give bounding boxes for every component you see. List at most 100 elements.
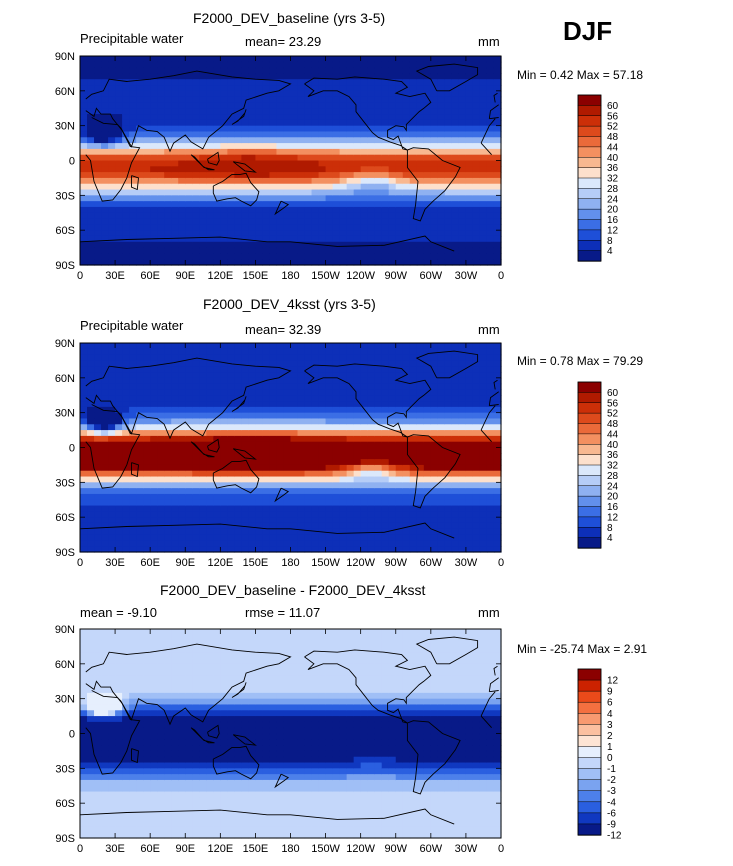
- field-cell: [269, 395, 278, 402]
- field-cell: [304, 354, 313, 362]
- field-cell: [143, 401, 151, 408]
- field-cell: [437, 395, 446, 402]
- field-cell: [465, 247, 474, 254]
- field-cell: [157, 389, 165, 396]
- field-cell: [234, 517, 242, 524]
- field-cell: [353, 56, 362, 63]
- field-cell: [409, 366, 418, 373]
- field-cell: [269, 441, 278, 449]
- field-cell: [374, 96, 383, 104]
- field-cell: [136, 774, 144, 781]
- field-cell: [451, 253, 460, 260]
- field-cell: [157, 791, 165, 798]
- field-cell: [367, 148, 376, 156]
- field-cell: [248, 108, 257, 115]
- field-cell: [262, 366, 271, 373]
- field-cell: [255, 430, 264, 437]
- field-cell: [444, 201, 453, 208]
- field-cell: [129, 540, 137, 547]
- field-cell: [220, 230, 228, 237]
- field-cell: [108, 230, 116, 237]
- field-cell: [465, 540, 474, 547]
- field-cell: [318, 522, 327, 530]
- field-cell: [402, 366, 411, 373]
- field-cell: [80, 235, 88, 243]
- field-cell: [115, 366, 123, 373]
- field-cell: [416, 360, 425, 367]
- field-cell: [255, 119, 264, 127]
- x-tick-label: 120W: [346, 557, 375, 569]
- field-cell: [353, 389, 362, 396]
- field-cell: [157, 435, 165, 443]
- field-cell: [360, 90, 369, 98]
- field-cell: [311, 430, 320, 437]
- field-cell: [94, 652, 102, 659]
- field-cell: [311, 235, 320, 243]
- field-cell: [283, 114, 292, 121]
- field-cell: [115, 61, 123, 69]
- coastline: [232, 448, 257, 460]
- field-cell: [143, 779, 151, 787]
- field-cell: [136, 348, 144, 356]
- field-cell: [395, 73, 404, 80]
- field-cell: [220, 499, 228, 507]
- field-cell: [80, 67, 88, 75]
- field-cell: [269, 56, 278, 63]
- field-cell: [234, 435, 242, 443]
- field-cell: [472, 534, 481, 541]
- field-cell: [164, 96, 172, 104]
- x-tick-label: 120W: [346, 270, 375, 282]
- field-cell: [346, 372, 355, 379]
- field-cell: [430, 534, 439, 541]
- field-cell: [234, 348, 242, 356]
- field-cell: [353, 377, 362, 385]
- field-cell: [318, 499, 327, 507]
- field-cell: [87, 716, 95, 723]
- field-cell: [325, 528, 334, 536]
- field-cell: [171, 389, 179, 396]
- field-cell: [353, 253, 362, 260]
- field-cell: [479, 493, 488, 501]
- field-cell: [150, 634, 158, 642]
- field-cell: [101, 663, 109, 671]
- field-cell: [451, 476, 460, 483]
- field-cell: [290, 85, 299, 92]
- field-cell: [430, 137, 439, 144]
- field-cell: [143, 224, 151, 231]
- field-cell: [444, 67, 453, 75]
- field-cell: [409, 137, 418, 144]
- field-cell: [108, 762, 116, 769]
- field-cell: [444, 389, 453, 396]
- field-cell: [269, 476, 278, 483]
- field-cell: [241, 406, 249, 414]
- field-cell: [143, 687, 151, 694]
- field-cell: [150, 241, 158, 249]
- field-cell: [108, 360, 116, 367]
- field-cell: [402, 418, 411, 425]
- field-cell: [192, 195, 200, 202]
- field-cell: [486, 470, 495, 478]
- field-cell: [122, 803, 130, 810]
- field-cell: [227, 96, 235, 104]
- field-cell: [451, 114, 460, 121]
- field-cell: [87, 177, 95, 185]
- field-cell: [423, 177, 432, 185]
- field-cell: [402, 406, 411, 414]
- field-cell: [157, 687, 165, 694]
- field-cell: [381, 79, 390, 86]
- field-cell: [122, 721, 130, 729]
- field-cell: [171, 195, 179, 202]
- field-cell: [136, 658, 144, 665]
- field-cell: [444, 235, 453, 243]
- field-cell: [164, 441, 172, 449]
- field-cell: [150, 360, 158, 367]
- field-cell: [262, 183, 271, 191]
- field-cell: [87, 774, 95, 781]
- field-cell: [290, 67, 299, 75]
- field-cell: [409, 85, 418, 92]
- field-cell: [444, 366, 453, 373]
- field-cell: [325, 235, 334, 243]
- field-cell: [416, 189, 425, 196]
- field-cell: [283, 372, 292, 379]
- field-cell: [395, 360, 404, 367]
